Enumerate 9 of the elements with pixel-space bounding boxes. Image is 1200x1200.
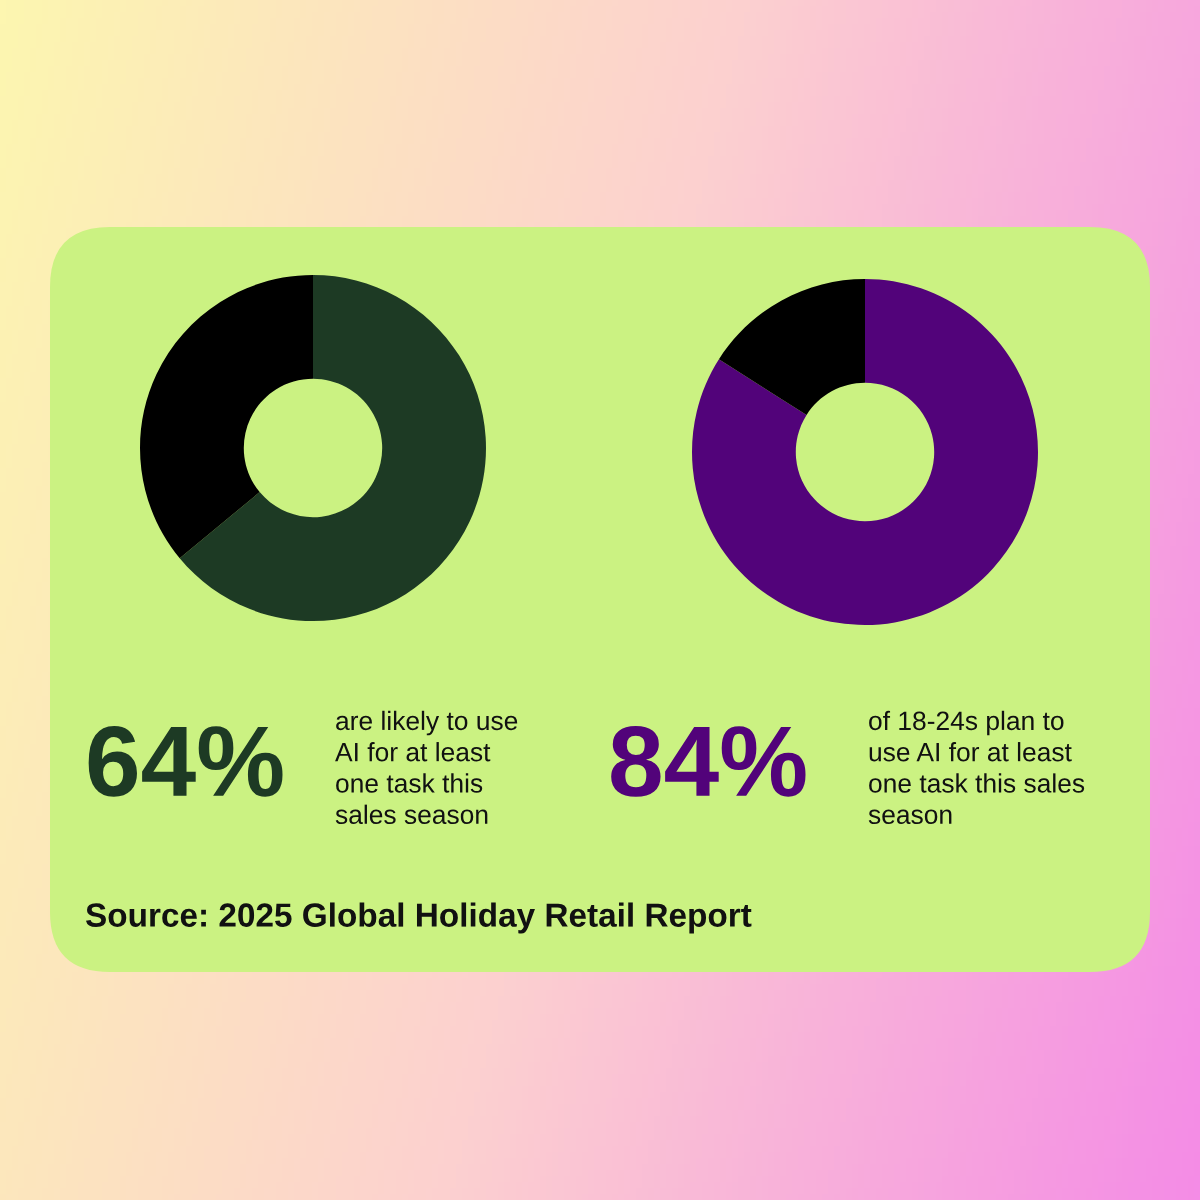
text: are likely to use AI for at least one task this sales season [335,710,518,825]
source-note: Source: 2025 Global Holiday Retail Report [85,902,752,934]
text: of 18-24s plan to use AI for at least one task this sales season [868,710,1085,825]
text: 64% [88,726,283,797]
donut-slice [179,275,486,621]
donut-slice [718,279,865,415]
text: 84% [611,726,806,797]
donut-slice [692,279,1038,625]
donut-slice [140,275,313,559]
